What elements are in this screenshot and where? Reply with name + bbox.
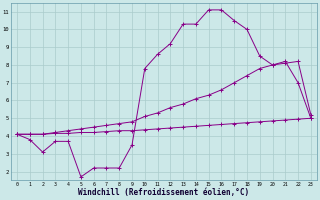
X-axis label: Windchill (Refroidissement éolien,°C): Windchill (Refroidissement éolien,°C) <box>78 188 250 197</box>
